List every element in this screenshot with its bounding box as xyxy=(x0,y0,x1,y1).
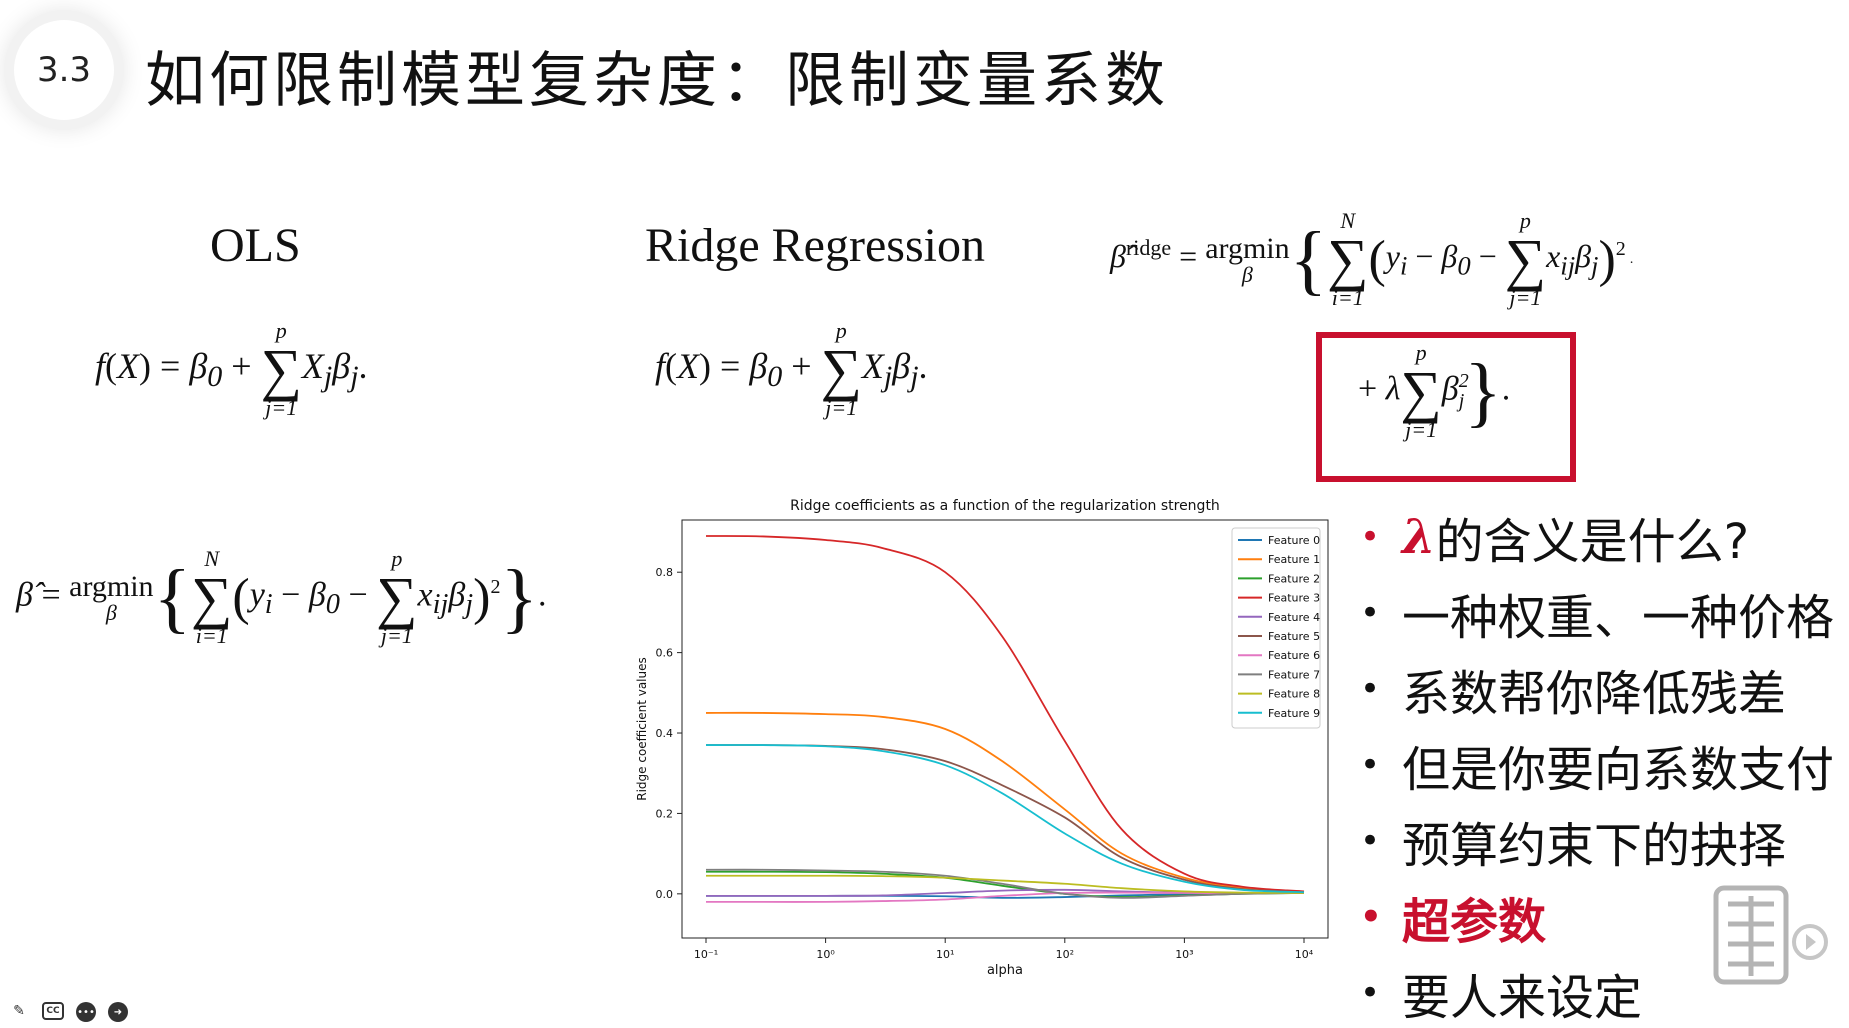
legend-label: Feature 9 xyxy=(1268,707,1320,720)
lambda-symbol: λ xyxy=(1402,509,1436,565)
ols-heading: OLS xyxy=(210,219,301,272)
bullet-dot: • xyxy=(1360,821,1381,861)
legend-label: Feature 3 xyxy=(1268,592,1320,605)
legend-label: Feature 2 xyxy=(1268,572,1320,585)
series-line-feature-9 xyxy=(705,744,1305,894)
bullet-text: 但是你要向系数支付 xyxy=(1402,742,1835,798)
bullet-text: 要人来设定 xyxy=(1402,970,1643,1026)
x-tick-label: 10³ xyxy=(1175,948,1193,961)
plot-frame xyxy=(681,519,1329,939)
legend-label: Feature 6 xyxy=(1268,649,1320,662)
bullet-lambda-meaning: • λ 的含义是什么? xyxy=(1360,502,1749,572)
bullet-text: 系数帮你降低残差 xyxy=(1402,666,1787,722)
bullet-dot: • xyxy=(1360,593,1381,633)
x-tick-label: 10¹ xyxy=(936,948,954,961)
chart-title: Ridge coefficients as a function of the … xyxy=(790,498,1220,514)
y-tick-label: 0.4 xyxy=(656,727,674,740)
bullet-dot: • xyxy=(1360,517,1381,557)
series-line-feature-8 xyxy=(706,874,1305,894)
y-tick-label: 0.2 xyxy=(656,807,674,820)
ols-model-formula: f(X) = β0 + p ∑ j=1 Xjβj. xyxy=(95,318,368,421)
more-options-icon[interactable]: ••• xyxy=(76,1002,96,1022)
legend-label: Feature 4 xyxy=(1268,611,1320,624)
penalty-term-formula: + λ p ∑ j=1 β2j}. xyxy=(1358,340,1511,443)
player-controls: ✎ CC ••• ➜ xyxy=(8,1002,128,1022)
bullet-dot: • xyxy=(1360,897,1382,937)
bullet-dot: • xyxy=(1360,745,1381,785)
ridge-heading: Ridge Regression xyxy=(645,219,985,272)
y-tick-label: 0.6 xyxy=(656,647,674,660)
series-lines xyxy=(705,535,1305,903)
x-tick-label: 10² xyxy=(1056,948,1074,961)
series-line-feature-7 xyxy=(705,868,1305,899)
bullet-pay-coefficients: • 但是你要向系数支付 xyxy=(1360,730,1834,800)
legend-label: Feature 1 xyxy=(1268,553,1320,566)
series-line-feature-6 xyxy=(705,891,1304,903)
bullet-budget-constraint: • 预算约束下的抉择 xyxy=(1360,806,1786,876)
y-tick-label: 0.0 xyxy=(656,888,674,901)
series-line-feature-1 xyxy=(705,711,1305,893)
x-tick-label: 10⁻¹ xyxy=(694,948,718,961)
legend-label: Feature 0 xyxy=(1268,534,1320,547)
bullet-text: 超参数 xyxy=(1402,894,1547,950)
bullet-dot: • xyxy=(1360,669,1381,709)
series-line-feature-3 xyxy=(705,535,1305,893)
channel-watermark-logo xyxy=(1712,882,1830,994)
pencil-icon[interactable]: ✎ xyxy=(13,1003,25,1019)
penalty-highlight-box xyxy=(1316,332,1576,482)
closed-captions-icon[interactable]: CC xyxy=(42,1002,64,1020)
bullet-hyperparameter: • 超参数 xyxy=(1360,882,1546,952)
x-axis-label: alpha xyxy=(987,963,1023,978)
bullet-text: 一种权重、一种价格 xyxy=(1402,590,1835,646)
bullet-text: 预算约束下的抉择 xyxy=(1402,818,1787,874)
bullet-dot: • xyxy=(1360,973,1381,1013)
ols-estimator-formula: β̂ = argmin β{N ∑ i=1 (yi − β0 − p ∑ j=1 xijβj)… xyxy=(16,546,547,649)
y-axis-label: Ridge coefficient values xyxy=(635,657,649,801)
watermark-graphic xyxy=(1713,885,1828,985)
bullet-human-set: • 要人来设定 xyxy=(1360,958,1642,1028)
bullet-reduce-residual: • 系数帮你降低残差 xyxy=(1360,654,1786,724)
chart-legend: Feature 0 Feature 1 Feature 2 Feature 3 Feat… xyxy=(1231,527,1321,729)
ridge-coefficients-chart: Ridge coefficients as a function of the … xyxy=(630,496,1330,996)
axis-ticks: 10⁻¹ 10⁰ 10¹ 10² 10³ 10⁴ 0.0 0.2 0.4 0.6 0.8 xyxy=(656,566,1314,961)
legend-label: Feature 7 xyxy=(1268,668,1320,681)
x-tick-label: 10⁴ xyxy=(1295,948,1314,961)
ridge-objective-formula: β̂ridge = argmin β{N ∑ i=1 (yi − β0 − p ∑ j=1 x… xyxy=(1110,208,1634,311)
legend-label: Feature 5 xyxy=(1268,630,1320,643)
legend-label: Feature 8 xyxy=(1268,688,1320,701)
forward-arrow-icon[interactable]: ➜ xyxy=(108,1002,128,1022)
slide-title: 如何限制模型复杂度：限制变量系数 xyxy=(145,46,1169,116)
section-badge: 3.3 xyxy=(14,20,114,120)
bullet-weight-price: • 一种权重、一种价格 xyxy=(1360,578,1834,648)
x-tick-label: 10⁰ xyxy=(816,948,835,961)
section-number: 3.3 xyxy=(36,50,92,90)
chart-svg: Ridge coefficients as a function of the … xyxy=(635,498,1329,978)
bullet-text: 的含义是什么? xyxy=(1435,514,1750,570)
y-tick-label: 0.8 xyxy=(656,566,674,579)
ridge-model-formula: f(X) = β0 + p ∑ j=1 Xjβj. xyxy=(655,318,928,421)
